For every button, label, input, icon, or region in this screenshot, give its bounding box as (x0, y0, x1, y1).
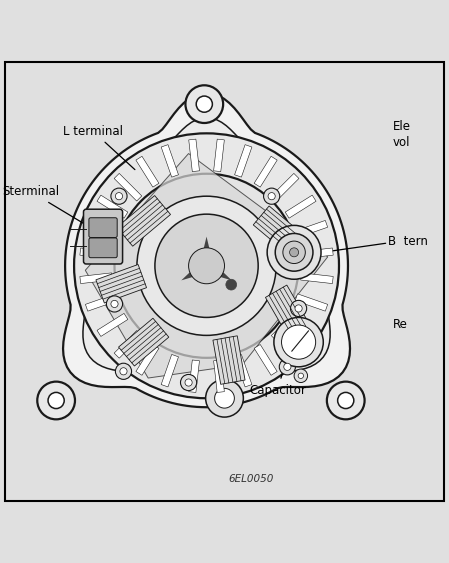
Circle shape (74, 133, 339, 398)
Polygon shape (234, 355, 252, 387)
Circle shape (206, 379, 243, 417)
Polygon shape (97, 314, 128, 337)
Polygon shape (301, 273, 333, 284)
Polygon shape (114, 173, 142, 201)
Polygon shape (117, 195, 171, 246)
Circle shape (290, 248, 299, 257)
Circle shape (37, 382, 75, 419)
Circle shape (115, 193, 123, 200)
Polygon shape (285, 195, 316, 218)
Polygon shape (181, 257, 215, 280)
Polygon shape (79, 118, 335, 394)
Text: B  tern: B tern (388, 235, 428, 248)
Circle shape (185, 85, 223, 123)
Circle shape (295, 305, 302, 312)
Polygon shape (136, 157, 159, 187)
Circle shape (279, 359, 295, 375)
Circle shape (291, 300, 307, 316)
Text: Sterminal: Sterminal (2, 185, 92, 229)
Polygon shape (161, 355, 179, 387)
FancyBboxPatch shape (89, 218, 117, 238)
Text: Capacitor: Capacitor (249, 325, 306, 397)
Polygon shape (198, 236, 215, 270)
Circle shape (115, 363, 132, 379)
Polygon shape (80, 248, 112, 258)
FancyBboxPatch shape (89, 238, 117, 258)
Polygon shape (114, 330, 142, 358)
Polygon shape (96, 265, 146, 303)
Circle shape (327, 382, 365, 419)
Circle shape (106, 296, 123, 312)
Polygon shape (271, 173, 299, 201)
Circle shape (215, 388, 234, 408)
Circle shape (120, 368, 127, 375)
Polygon shape (214, 360, 224, 392)
Circle shape (338, 392, 354, 409)
Polygon shape (214, 139, 224, 172)
Polygon shape (161, 145, 179, 177)
Polygon shape (301, 248, 333, 258)
Circle shape (111, 188, 127, 204)
Circle shape (137, 196, 276, 336)
Circle shape (264, 188, 280, 204)
Polygon shape (85, 154, 328, 378)
Polygon shape (97, 195, 128, 218)
Text: vol: vol (393, 136, 410, 149)
Circle shape (282, 325, 316, 359)
Polygon shape (254, 345, 277, 376)
Polygon shape (119, 318, 169, 366)
Circle shape (267, 225, 321, 279)
Circle shape (114, 174, 299, 358)
Polygon shape (85, 221, 118, 238)
Polygon shape (295, 294, 328, 311)
Polygon shape (136, 345, 159, 376)
Text: L terminal: L terminal (63, 124, 135, 169)
Text: Ele: Ele (393, 120, 411, 133)
Circle shape (268, 193, 275, 200)
Circle shape (283, 241, 305, 263)
Polygon shape (271, 330, 299, 358)
FancyBboxPatch shape (84, 209, 123, 264)
Polygon shape (265, 285, 309, 336)
Polygon shape (253, 206, 304, 254)
Polygon shape (198, 257, 232, 280)
Polygon shape (189, 360, 199, 392)
Circle shape (294, 369, 308, 382)
Circle shape (180, 374, 197, 391)
Circle shape (111, 300, 118, 307)
Polygon shape (189, 139, 199, 172)
Polygon shape (63, 93, 350, 407)
Circle shape (196, 96, 212, 112)
Circle shape (284, 363, 291, 370)
Polygon shape (285, 314, 316, 337)
Polygon shape (85, 294, 118, 311)
Circle shape (298, 373, 304, 378)
Text: Re: Re (393, 318, 408, 330)
Polygon shape (254, 157, 277, 187)
Polygon shape (234, 145, 252, 177)
Circle shape (185, 379, 192, 386)
Polygon shape (80, 273, 112, 284)
Text: 6EL0050: 6EL0050 (229, 474, 274, 484)
Polygon shape (295, 221, 328, 238)
Circle shape (275, 234, 313, 271)
Polygon shape (213, 336, 245, 385)
Circle shape (226, 279, 237, 290)
Circle shape (155, 214, 258, 318)
Circle shape (189, 248, 224, 284)
Circle shape (274, 318, 323, 367)
Circle shape (48, 392, 64, 409)
